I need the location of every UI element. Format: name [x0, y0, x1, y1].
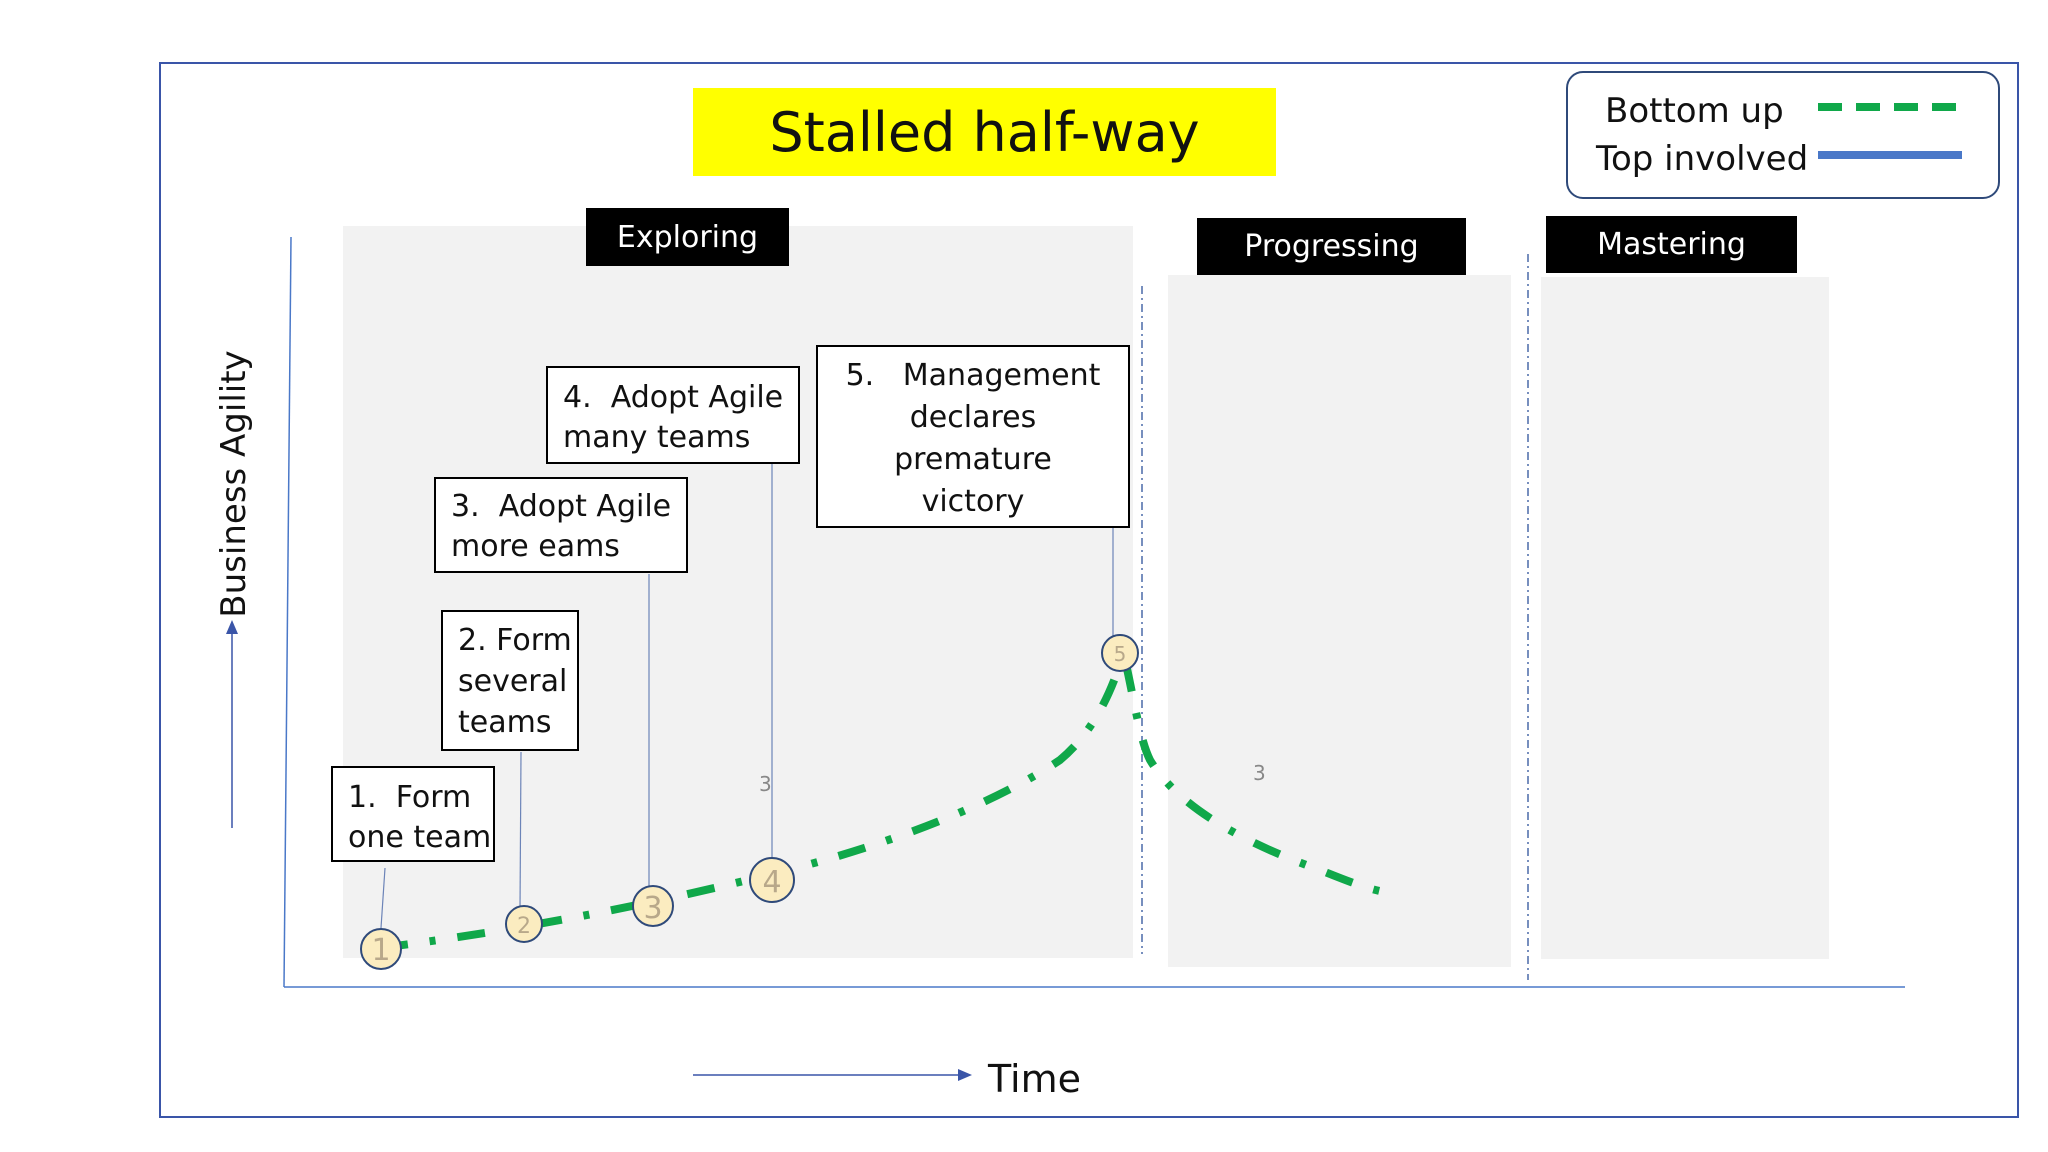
- step-box-2: 2. Form several teams: [441, 610, 579, 751]
- step-5-line-1: 5. Management: [845, 358, 1101, 393]
- marker-4: 4: [749, 857, 795, 903]
- step-2-line-3: teams: [458, 705, 552, 740]
- bottom-up-curve-falling: [1122, 663, 1391, 897]
- marker-3-number: 3: [643, 891, 662, 926]
- phase-label-exploring: Exploring: [586, 208, 789, 266]
- step-box-1: 1. Form one team: [331, 766, 495, 862]
- phase-label-progressing-text: Progressing: [1244, 229, 1419, 264]
- y-axis: [283, 236, 292, 988]
- phase-label-mastering: Mastering: [1546, 216, 1797, 273]
- legend-box: [1566, 71, 2000, 199]
- progressing-area: [1168, 275, 1511, 967]
- stray-label-b: 3: [1253, 761, 1266, 785]
- step-box-4: 4. Adopt Agile many teams: [546, 366, 800, 464]
- step-box-5: 5. Management declares premature victory: [816, 345, 1130, 528]
- step-4-line-1: 4. Adopt Agile: [563, 380, 784, 415]
- step-2-line-1: 2. Form: [458, 623, 572, 658]
- marker-1: 1: [360, 928, 402, 970]
- y-axis-label: Business Agility: [214, 350, 254, 618]
- marker-1-number: 1: [371, 933, 390, 968]
- marker-4-number: 4: [762, 865, 781, 900]
- step-3-line-2: more eams: [451, 529, 620, 564]
- step-3-line-1: 3. Adopt Agile: [451, 489, 672, 524]
- legend-top-involved-label: Top involved: [1596, 139, 1809, 179]
- step-4-line-2: many teams: [563, 420, 751, 455]
- marker-3: 3: [632, 885, 674, 927]
- marker-2: 2: [505, 905, 543, 943]
- marker-2-number: 2: [517, 914, 531, 939]
- stray-label-a: 3: [759, 772, 772, 796]
- marker-5: 5: [1101, 634, 1139, 672]
- phase-label-mastering-text: Mastering: [1597, 227, 1746, 262]
- phase-label-exploring-text: Exploring: [616, 219, 759, 255]
- phase-label-progressing: Progressing: [1197, 218, 1466, 275]
- legend-bottom-up-label: Bottom up: [1605, 91, 1784, 131]
- step-5-line-2: declares: [909, 400, 1037, 435]
- step-5-line-4: victory: [921, 484, 1025, 519]
- x-axis-arrow: [693, 1069, 972, 1081]
- step-5-line-3: premature: [894, 442, 1052, 477]
- y-axis-arrow: [226, 620, 238, 828]
- mastering-area: [1541, 277, 1829, 959]
- step-2-line-2: several: [458, 664, 568, 699]
- connector-1: [380, 867, 386, 929]
- diagram-title: Stalled half-way: [693, 88, 1276, 176]
- x-axis-label: Time: [988, 1057, 1081, 1101]
- marker-5-number: 5: [1114, 642, 1127, 666]
- diagram-title-text: Stalled half-way: [769, 100, 1200, 164]
- connector-2: [519, 751, 522, 911]
- step-1-line-2: one team: [348, 820, 492, 855]
- step-box-3: 3. Adopt Agile more eams: [434, 477, 688, 573]
- step-1-line-1: 1. Form: [348, 780, 472, 815]
